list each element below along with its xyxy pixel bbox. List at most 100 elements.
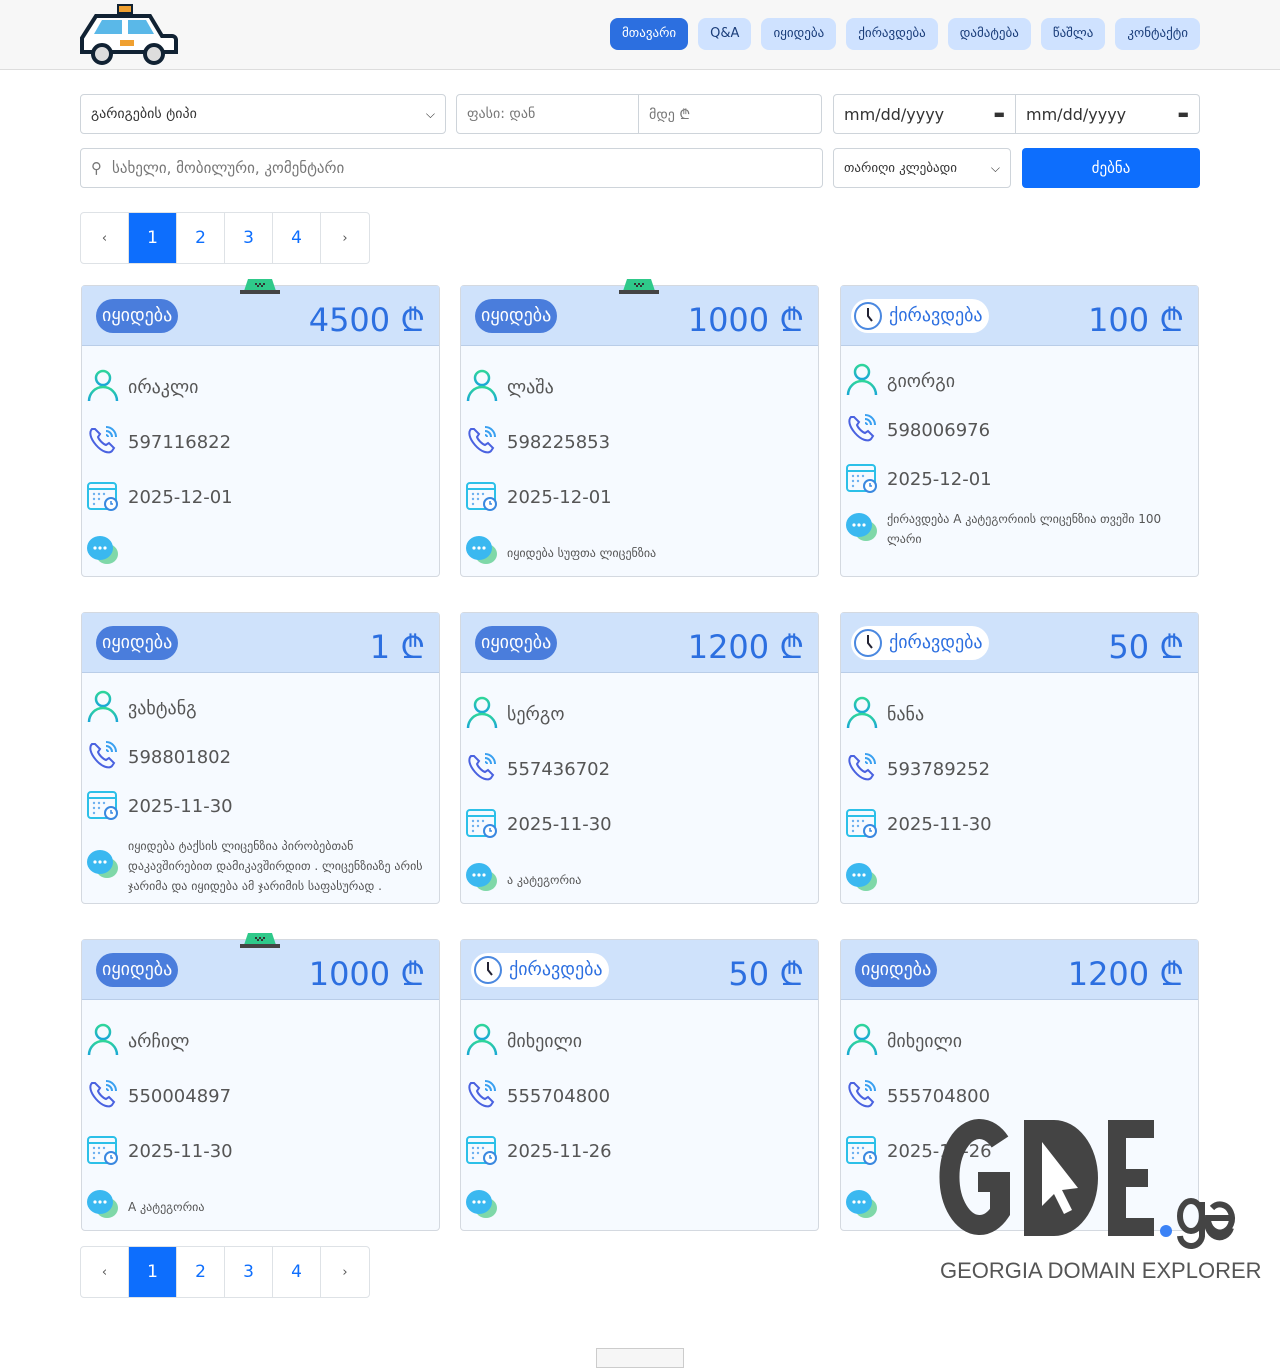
page-button[interactable]: 4: [273, 1247, 321, 1297]
page-button[interactable]: 1: [129, 1247, 177, 1297]
next-page-button[interactable]: ›: [342, 230, 348, 246]
listing-date: 2025-12-01: [887, 469, 992, 490]
price-from-input[interactable]: ფასი: დან: [456, 94, 639, 134]
price-value: 100: [1088, 301, 1150, 339]
chat-icon: [845, 1187, 879, 1226]
search-button[interactable]: ძებნა: [1022, 148, 1200, 188]
listing-card[interactable]: იყიდება 1000 ₾ ლაშა 598225853 2025-12-01 იყიდ…: [460, 279, 819, 577]
nav-item[interactable]: Q&A: [698, 18, 752, 50]
date-to-input[interactable]: mm/dd/yyyy ▬: [1016, 94, 1200, 134]
sort-select[interactable]: თარიღი კლებადი ⌵: [833, 148, 1011, 188]
phone-number[interactable]: 593789252: [887, 759, 991, 780]
listing-card[interactable]: ქირავდება 50 ₾ ნანა 593789252 2025-11-30: [840, 612, 1199, 904]
page-button[interactable]: 3: [225, 213, 273, 263]
phone-row[interactable]: 557436702: [465, 750, 814, 789]
page-button[interactable]: 2: [177, 1247, 225, 1297]
phone-row[interactable]: 555704800: [465, 1077, 814, 1116]
chat-icon: [86, 533, 120, 572]
listing-card[interactable]: იყიდება 1 ₾ ვახტანგ 598801802 2025-11-30 იყიდ…: [81, 612, 440, 904]
phone-number[interactable]: 557436702: [507, 759, 611, 780]
seller-name: არჩილ: [128, 1031, 190, 1052]
date-to-placeholder: mm/dd/yyyy: [1026, 104, 1127, 124]
comment-text: იყიდება სუფთა ლიცენზია: [507, 545, 657, 560]
chevron-down-icon: ⌵: [990, 160, 1000, 175]
phone-icon: [845, 411, 879, 450]
next-page-button[interactable]: ›: [342, 1264, 348, 1280]
nav-item[interactable]: იყიდება: [761, 18, 837, 50]
nav-item[interactable]: მთავარი: [610, 18, 689, 50]
card-header: იყიდება 4500 ₾: [82, 279, 439, 346]
phone-row[interactable]: 593789252: [845, 750, 1194, 789]
phone-row[interactable]: 550004897: [86, 1077, 435, 1116]
nav-item[interactable]: წაშლა: [1040, 18, 1106, 50]
comment-row: [845, 1187, 1194, 1226]
phone-number[interactable]: 550004897: [128, 1086, 232, 1107]
prev-page-button[interactable]: ‹: [81, 213, 129, 263]
listing-card[interactable]: ქირავდება 100 ₾ გიორგი 598006976 2025-12-01 ქ…: [840, 285, 1199, 577]
price: 1200 ₾: [688, 625, 804, 668]
listing-card[interactable]: იყიდება 1200 ₾ მიხეილი 555704800 2025-11-26: [840, 939, 1199, 1231]
deal-type-select[interactable]: გარიგების ტიპი ⌵: [80, 94, 446, 134]
page-button[interactable]: 2: [177, 213, 225, 263]
phone-row[interactable]: 598006976: [845, 411, 1194, 450]
date-row: 2025-12-01: [86, 478, 435, 517]
prev-page-button[interactable]: ‹: [81, 1247, 129, 1297]
calendar-icon: [465, 478, 499, 517]
calendar-icon[interactable]: ▬: [993, 107, 1005, 121]
phone-number[interactable]: 598225853: [507, 432, 611, 453]
chat-icon: [845, 860, 879, 899]
phone-number[interactable]: 598801802: [128, 747, 232, 768]
nav-item[interactable]: დამატება: [947, 18, 1031, 50]
card-header: ქირავდება 50 ₾: [841, 613, 1198, 673]
currency-symbol: ₾: [779, 955, 804, 993]
price-value: 1000: [308, 955, 391, 993]
listing-card[interactable]: იყიდება 1200 ₾ სერგო 557436702 2025-11-30 ა კ…: [460, 612, 819, 904]
card-header: ქირავდება 100 ₾: [841, 286, 1198, 346]
page-button[interactable]: 1: [129, 213, 177, 263]
page-button[interactable]: 4: [273, 213, 321, 263]
currency-symbol: ₾: [400, 628, 425, 666]
price: 50 ₾: [728, 952, 804, 995]
taxi-logo[interactable]: [80, 4, 178, 70]
phone-number[interactable]: 598006976: [887, 420, 991, 441]
phone-row[interactable]: 598225853: [465, 423, 814, 462]
price-from-placeholder: ფასი: დან: [467, 106, 536, 122]
badge-label: ქირავდება: [889, 305, 983, 326]
price-value: 50: [728, 955, 770, 993]
calendar-icon: [845, 805, 879, 844]
search-input[interactable]: ⚲ სახელი, მობილური, კომენტარი: [80, 148, 823, 188]
listing-date: 2025-11-26: [507, 1141, 612, 1162]
phone-icon: [86, 423, 120, 462]
badge-label: ქირავდება: [509, 959, 603, 980]
user-icon: [845, 362, 879, 401]
calendar-icon[interactable]: ▬: [1177, 107, 1189, 121]
listing-card[interactable]: ქირავდება 50 ₾ მიხეილი 555704800 2025-11-26: [460, 939, 819, 1231]
phone-row[interactable]: 598801802: [86, 738, 435, 777]
listing-card[interactable]: იყიდება 1000 ₾ არჩილ 550004897 2025-11-30 A კ…: [81, 933, 440, 1231]
chat-icon: [845, 510, 879, 549]
nav-item[interactable]: ქირავდება: [846, 18, 938, 50]
price: 1000 ₾: [309, 952, 425, 995]
date-from-input[interactable]: mm/dd/yyyy ▬: [833, 94, 1016, 134]
listing-card[interactable]: იყიდება 4500 ₾ ირაკლი 597116822 2025-12-01: [81, 279, 440, 577]
phone-icon: [465, 1077, 499, 1116]
card-header: იყიდება 1200 ₾: [841, 940, 1198, 1000]
comment-row: იყიდება სუფთა ლიცენზია: [465, 533, 814, 572]
rent-badge: ქირავდება: [851, 626, 989, 660]
seller-name: მიხეილი: [887, 1031, 963, 1052]
phone-row[interactable]: 597116822: [86, 423, 435, 462]
user-icon: [86, 689, 120, 728]
pagination-bottom: ‹ 1 2 3 4 ›: [80, 1246, 370, 1298]
page-button[interactable]: 3: [225, 1247, 273, 1297]
nav-item[interactable]: კონტაქტი: [1115, 18, 1200, 50]
price-to-input[interactable]: მდე ₾: [639, 94, 822, 134]
phone-number[interactable]: 597116822: [128, 432, 232, 453]
comment-row: ქირავდება A კატეგორიის ლიცენზია თვეში 10…: [845, 509, 1194, 549]
phone-number[interactable]: 555704800: [887, 1086, 991, 1107]
sale-badge: იყიდება: [96, 299, 179, 333]
user-icon: [465, 368, 499, 407]
phone-row[interactable]: 555704800: [845, 1077, 1194, 1116]
currency-symbol: ₾: [779, 301, 804, 339]
date-row: 2025-11-26: [845, 1132, 1194, 1171]
phone-number[interactable]: 555704800: [507, 1086, 611, 1107]
